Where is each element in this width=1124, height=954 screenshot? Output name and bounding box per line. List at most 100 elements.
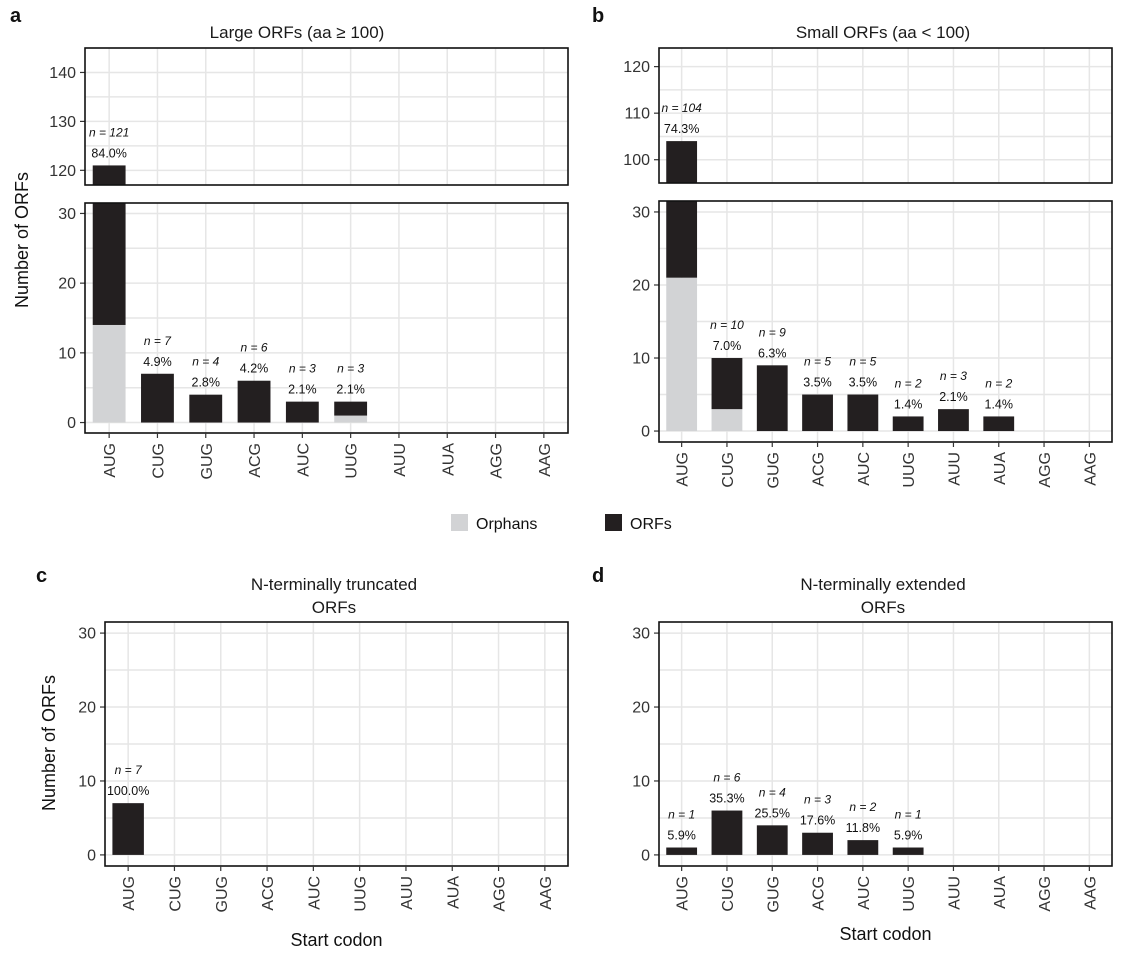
bar-orfs-ACG: [802, 394, 833, 432]
x-tick-label: AUA: [992, 452, 1009, 485]
chart-title: Large ORFs (aa ≥ 100): [210, 23, 385, 42]
bar-count-label: n = 2: [849, 800, 876, 814]
bar-orfs-UUG: [892, 416, 924, 432]
chart-panel-c: c N-terminally truncated ORFs 0 10 20 30 100.0%…: [36, 565, 569, 950]
y-tick-label: 120: [49, 163, 76, 180]
chart-title: ORFs: [312, 598, 356, 617]
panel-letter: b: [592, 5, 604, 27]
bar-orfs-AUC: [847, 840, 879, 855]
bar-percent-label: 5.9%: [667, 829, 696, 843]
x-tick-label: ACG: [260, 876, 277, 911]
bar-group: [112, 803, 144, 855]
bar-orfs-GUG: [756, 825, 788, 855]
legend-swatch-orphans: [451, 514, 468, 531]
bar-orfs-AUC: [285, 401, 319, 423]
legend-label-orphans: Orphans: [476, 516, 537, 533]
bar-orfs-AUG: [112, 803, 144, 855]
bar-orfs-CUG: [141, 373, 174, 423]
panel-letter: a: [10, 5, 22, 27]
bar-orfs-CUG: [711, 810, 743, 855]
bar-percent-label: 84.0%: [91, 146, 126, 160]
bar-orfs-GUG: [757, 583, 788, 625]
bar-percent-label: 1.4%: [894, 397, 923, 411]
plot-frame: [84, 47, 569, 186]
bar-orfs-GUG: [756, 365, 788, 432]
bar-count-label: n = 9: [759, 325, 786, 339]
x-tick-label: GUG: [765, 876, 782, 912]
bar-count-label: n = 5: [849, 355, 876, 369]
y-tick-label: 10: [78, 773, 96, 790]
chart-title: ORFs: [861, 598, 905, 617]
bar-group: [92, 165, 271, 758]
bar-count-label: n = 5: [804, 355, 831, 369]
bar-percent-label: 4.2%: [240, 362, 269, 376]
y-tick-label: 30: [58, 206, 76, 223]
bar-count-label: n = 7: [115, 763, 143, 777]
bar-percent-label: 100.0%: [107, 784, 149, 798]
y-tick-label: 130: [49, 114, 76, 131]
plot-frame: [658, 200, 1113, 443]
plot-frame: [658, 47, 1113, 184]
x-tick-label: AUC: [295, 443, 312, 477]
bar-group: [666, 810, 924, 855]
plot-frame: [104, 621, 569, 867]
chart-title: N-terminally truncated: [251, 575, 417, 594]
y-tick-label: 0: [641, 847, 650, 864]
bar-orfs-AUG: [666, 201, 698, 278]
bar-count-label: n = 4: [192, 355, 219, 369]
bar-group: [666, 201, 1015, 432]
y-axis-label: Number of ORFs: [12, 172, 32, 308]
x-tick-label: AUG: [675, 452, 692, 487]
y-tick-label: 100: [623, 152, 650, 169]
bar-orphans-AUG: [92, 324, 126, 423]
bar-count-label: n = 3: [940, 369, 967, 383]
x-tick-label: GUG: [214, 876, 231, 912]
plot-frame: [84, 202, 569, 434]
bar-count-label: n = 3: [337, 362, 364, 376]
y-tick-label: 10: [632, 351, 650, 368]
x-tick-label: AGG: [1037, 876, 1054, 912]
y-tick-label: 30: [632, 204, 650, 221]
bar-orfs-ACG: [237, 380, 271, 423]
bar-orfs-AUA: [983, 416, 1015, 432]
y-tick-label: 0: [641, 424, 650, 441]
x-tick-label: AUA: [445, 876, 462, 909]
bar-orfs-GUG: [189, 394, 223, 423]
x-tick-label: CUG: [720, 452, 737, 488]
bar-percent-label: 1.4%: [985, 397, 1014, 411]
legend-label-orfs: ORFs: [630, 516, 672, 533]
y-tick-label: 140: [49, 65, 76, 82]
bar-percent-label: 35.3%: [709, 792, 744, 806]
y-tick-label: 10: [632, 773, 650, 790]
bar-orphans-AUG: [93, 689, 126, 758]
x-tick-label: ACG: [811, 876, 828, 911]
x-tick-label: GUG: [765, 452, 782, 488]
bar-percent-label: 3.5%: [803, 376, 832, 390]
bar-count-label: n = 1: [895, 808, 922, 822]
y-tick-label: 0: [87, 847, 96, 864]
bar-percent-label: 2.8%: [192, 376, 221, 390]
bar-orfs-ACG: [238, 728, 271, 757]
bar-group: [666, 141, 788, 625]
bar-count-label: n = 4: [759, 785, 786, 799]
x-tick-label: AUG: [121, 876, 138, 911]
bar-percent-label: 3.5%: [849, 376, 878, 390]
bar-orfs-UUG: [892, 847, 924, 855]
x-tick-label: AUU: [946, 876, 963, 910]
bar-percent-label: 4.9%: [143, 355, 172, 369]
bar-orfs-AUG: [666, 847, 698, 855]
bar-orfs-AUG: [92, 165, 126, 185]
x-tick-label: AUA: [440, 443, 457, 476]
x-tick-label: AAG: [1082, 452, 1099, 486]
panel-letter: d: [592, 565, 604, 587]
y-tick-label: 10: [58, 345, 76, 362]
bar-percent-label: 11.8%: [846, 821, 881, 835]
x-axis-label: Start codon: [290, 930, 382, 950]
y-tick-label: 20: [58, 276, 76, 293]
x-tick-label: ACG: [247, 443, 264, 478]
bar-orphans-CUG: [711, 409, 743, 432]
bar-orfs-AUG: [666, 141, 698, 183]
y-tick-label: 30: [78, 626, 96, 643]
bar-count-label: n = 6: [241, 341, 268, 355]
x-tick-label: AUU: [399, 876, 416, 910]
